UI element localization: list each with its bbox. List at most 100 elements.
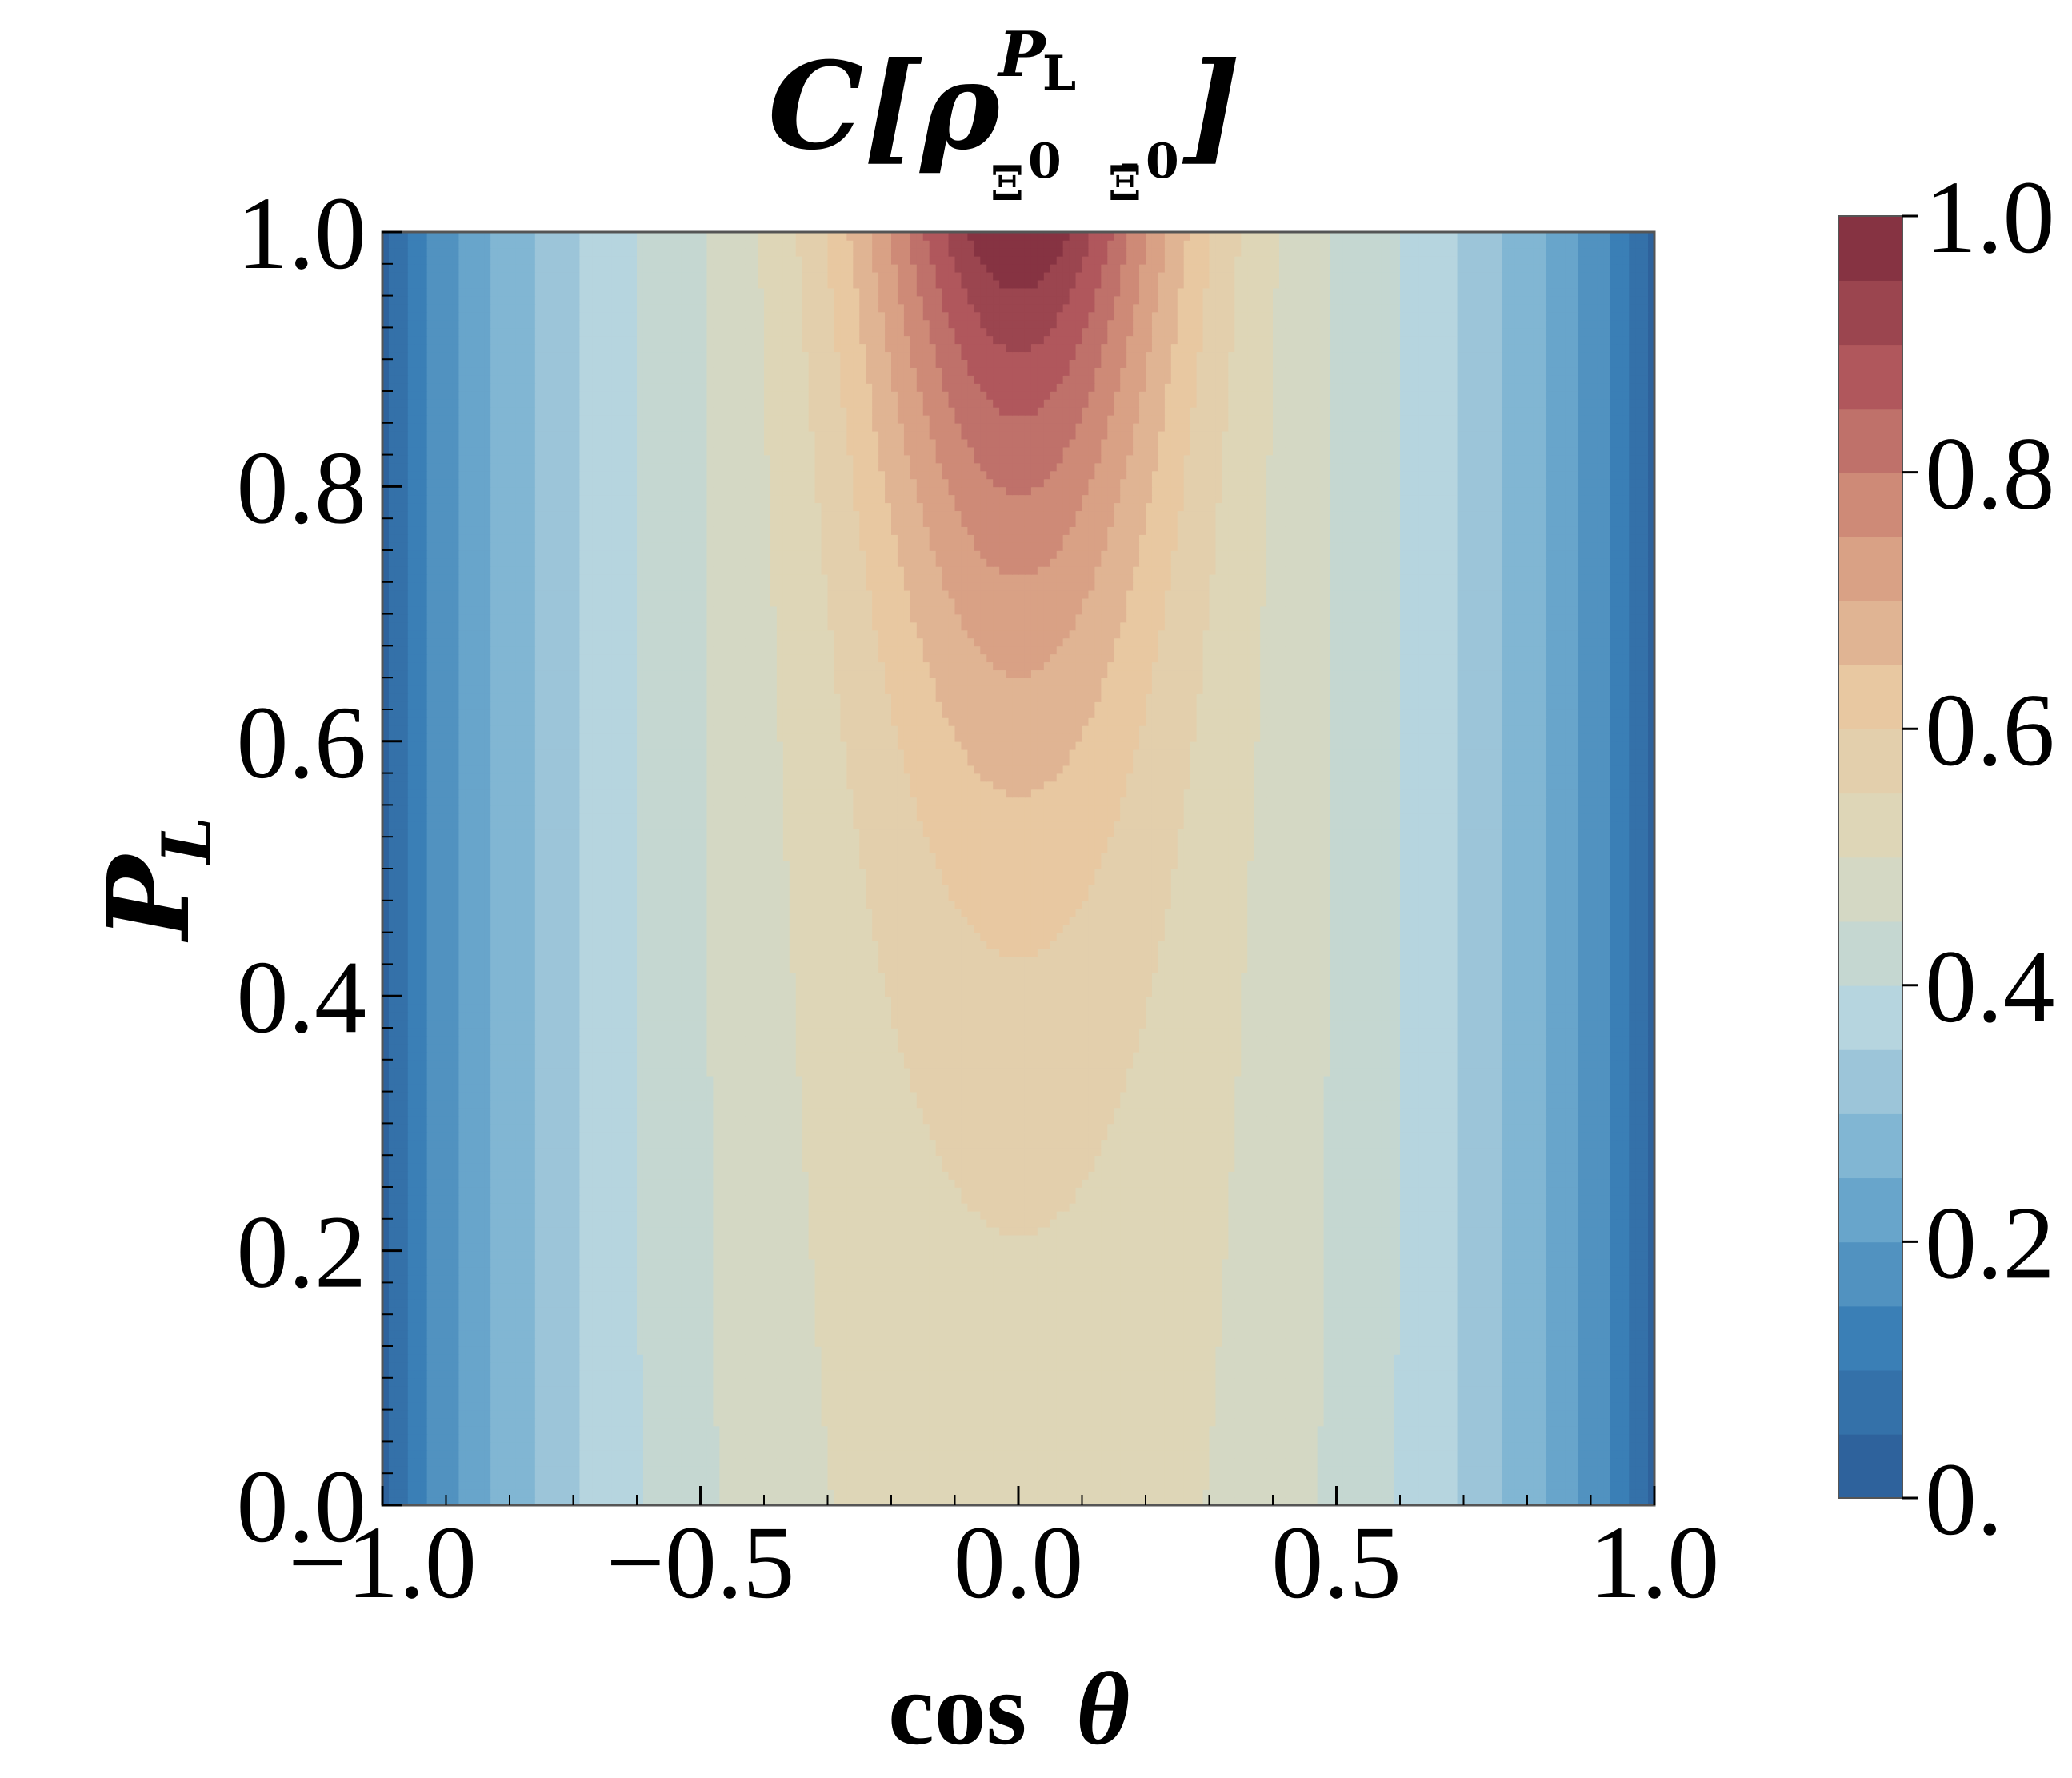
contour-cell	[1120, 1346, 1127, 1355]
contour-cell	[592, 1426, 599, 1435]
contour-cell	[637, 1473, 644, 1482]
contour-cell	[1146, 1433, 1153, 1442]
contour-cell	[446, 1465, 454, 1474]
contour-cell	[1247, 1394, 1254, 1403]
contour-cell	[1286, 1394, 1293, 1403]
contour-cell	[1578, 1394, 1586, 1403]
contour-cell	[1057, 1489, 1064, 1498]
contour-cell	[452, 1410, 459, 1419]
contour-cell	[790, 1346, 797, 1355]
contour-cell	[1458, 1362, 1465, 1371]
contour-cell	[637, 1362, 644, 1371]
contour-cell	[529, 1418, 536, 1427]
contour-cell	[1184, 1433, 1191, 1442]
contour-cell	[471, 1457, 478, 1466]
contour-cell	[1107, 1346, 1114, 1355]
contour-cell	[1101, 1362, 1108, 1371]
contour-cell	[1432, 1394, 1439, 1403]
contour-cell	[1413, 1362, 1420, 1371]
contour-cell	[618, 1457, 625, 1466]
contour-cell	[1368, 1354, 1375, 1363]
contour-cell	[586, 1433, 593, 1442]
contour-cell	[618, 1433, 625, 1442]
contour-cell	[1553, 1457, 1560, 1466]
contour-cell	[1610, 1489, 1617, 1498]
contour-cell	[465, 1370, 472, 1379]
contour-cell	[1292, 1402, 1299, 1411]
contour-cell	[1266, 1441, 1274, 1450]
contour-cell	[643, 1457, 650, 1466]
contour-cell	[1254, 1378, 1261, 1387]
contour-cell	[917, 1489, 924, 1498]
contour-cell	[1012, 1457, 1019, 1466]
contour-cell	[434, 1354, 441, 1363]
contour-cell	[1311, 1433, 1318, 1442]
contour-cell	[408, 1473, 415, 1482]
contour-cell	[942, 1418, 950, 1427]
contour-cell	[1190, 1481, 1198, 1490]
contour-cell	[1101, 1418, 1108, 1427]
contour-cell	[618, 1410, 625, 1419]
contour-cell	[1286, 1402, 1293, 1411]
contour-cell	[1203, 1465, 1210, 1474]
contour-cell	[828, 1410, 835, 1419]
contour-cell	[1076, 1473, 1083, 1482]
contour-cell	[1362, 1394, 1369, 1403]
contour-cell	[993, 1426, 1000, 1435]
contour-cell	[490, 1465, 498, 1474]
contour-cell	[1438, 1489, 1446, 1498]
contour-cell	[1603, 1410, 1610, 1419]
contour-cell	[930, 1354, 937, 1363]
contour-cell	[1234, 1370, 1242, 1379]
contour-cell	[1527, 1402, 1534, 1411]
contour-cell	[497, 1481, 504, 1490]
contour-cell	[993, 1410, 1000, 1419]
contour-cell	[1413, 1410, 1420, 1419]
contour-cell	[777, 1433, 784, 1442]
contour-cell	[567, 1402, 574, 1411]
contour-cell	[1107, 1449, 1114, 1458]
contour-cell	[1318, 1481, 1325, 1490]
contour-cell	[1133, 1426, 1140, 1435]
contour-cell	[936, 1426, 943, 1435]
contour-cell	[1591, 1386, 1598, 1395]
contour-cell	[1057, 1386, 1064, 1395]
contour-cell	[1266, 1362, 1274, 1371]
contour-cell	[421, 1346, 428, 1355]
contour-cell	[1038, 1378, 1045, 1387]
contour-cell	[471, 1402, 478, 1411]
contour-cell	[1018, 1418, 1026, 1427]
contour-cell	[1534, 1426, 1541, 1435]
contour-cell	[1476, 1457, 1483, 1466]
contour-cell	[522, 1433, 530, 1442]
contour-cell	[846, 1449, 854, 1458]
contour-cell	[542, 1362, 549, 1371]
contour-cell	[770, 1394, 778, 1403]
contour-cell	[955, 1457, 962, 1466]
contour-cell	[630, 1370, 638, 1379]
contour-cell	[751, 1473, 758, 1482]
contour-cell	[1094, 1481, 1102, 1490]
contour-cell	[732, 1410, 739, 1419]
contour-cell	[1298, 1473, 1306, 1482]
contour-cell	[993, 1386, 1000, 1395]
contour-cell	[522, 1362, 530, 1371]
contour-cell	[751, 1362, 758, 1371]
contour-cell	[1025, 1433, 1032, 1442]
contour-cell	[522, 1481, 530, 1490]
contour-cell	[1495, 1449, 1502, 1458]
contour-cell	[548, 1481, 555, 1490]
contour-cell	[574, 1362, 581, 1371]
contour-cell	[643, 1362, 650, 1371]
contour-cell	[1070, 1370, 1077, 1379]
contour-cell	[910, 1346, 918, 1355]
contour-cell	[1006, 1441, 1013, 1450]
contour-cell	[1114, 1426, 1121, 1435]
contour-cell	[706, 1473, 714, 1482]
contour-cell	[1286, 1457, 1293, 1466]
contour-cell	[828, 1449, 835, 1458]
contour-cell	[961, 1441, 968, 1450]
contour-cell	[1616, 1433, 1623, 1442]
contour-cell	[1107, 1457, 1114, 1466]
contour-cell	[923, 1354, 930, 1363]
